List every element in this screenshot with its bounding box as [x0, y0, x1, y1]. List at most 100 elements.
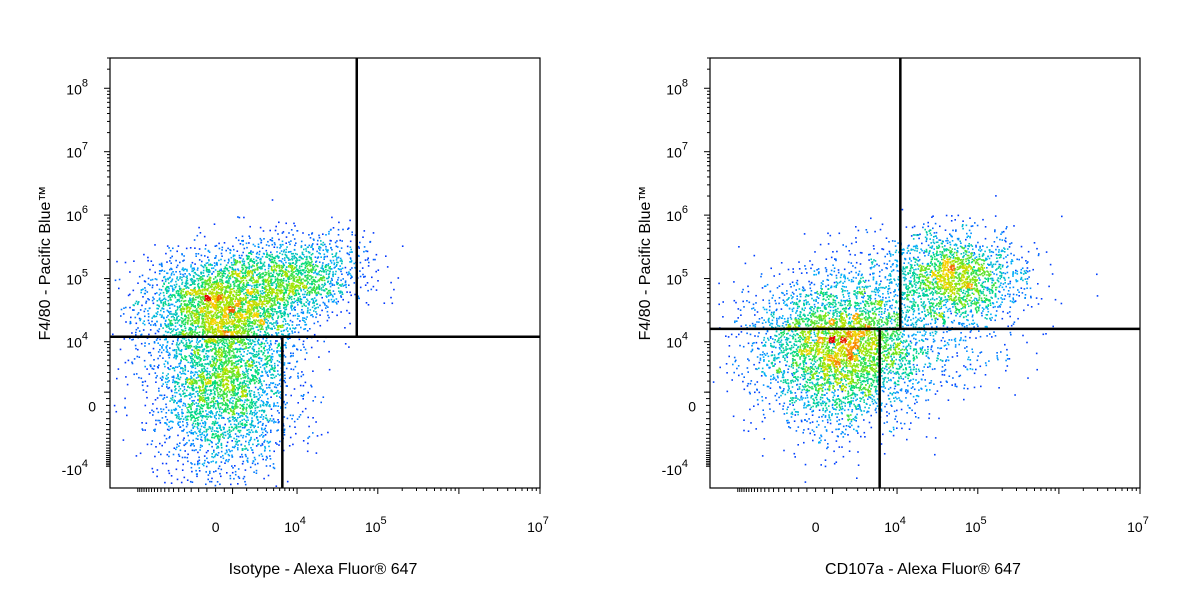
data-point-3107: [308, 293, 311, 295]
data-point-2702: [259, 226, 262, 229]
data-point-868: [327, 295, 330, 297]
data-point-2022: [217, 295, 219, 298]
data-point-2394: [268, 294, 270, 296]
data-point-2551: [215, 280, 218, 283]
data-point-4486: [227, 400, 229, 402]
data-point-1196: [271, 260, 273, 263]
data-point-812: [292, 314, 295, 317]
data-point-1519: [262, 252, 265, 255]
data-point-3678: [300, 263, 303, 265]
data-point-3209: [331, 216, 333, 219]
data-point-2418: [143, 253, 145, 256]
data-point-3739: [190, 466, 193, 469]
data-point-1393: [167, 362, 169, 365]
data-point-2327: [229, 283, 232, 286]
data-point-1889: [204, 288, 206, 290]
data-point-4258: [217, 395, 219, 398]
data-point-1887: [260, 299, 262, 302]
data-point-2892: [335, 265, 338, 267]
data-point-3306: [322, 268, 325, 270]
data-point-1462: [182, 323, 185, 325]
data-point-473: [191, 281, 193, 283]
data-point-2235: [193, 276, 195, 278]
data-point-284: [156, 300, 159, 302]
data-point-4553: [166, 383, 168, 386]
data-point-3350: [334, 255, 337, 257]
data-point-3984: [206, 418, 208, 420]
data-point-3966: [243, 373, 246, 376]
data-point-1993: [277, 332, 280, 334]
data-point-3543: [341, 291, 343, 294]
data-point-2044: [232, 280, 235, 283]
data-point-2611: [241, 277, 244, 279]
data-point-4828: [239, 420, 242, 423]
data-point-1435: [219, 315, 221, 318]
data-point-4051: [176, 415, 178, 417]
data-point-3758: [151, 409, 153, 412]
data-point-2437: [246, 319, 249, 321]
data-point-1186: [294, 309, 296, 311]
data-point-140: [306, 316, 308, 318]
data-point-2370: [176, 308, 179, 311]
data-point-4736: [226, 313, 228, 316]
data-point-3465: [272, 256, 275, 259]
data-point-3686: [310, 288, 313, 291]
data-point-2670: [359, 275, 362, 278]
data-point-1753: [259, 328, 261, 331]
data-point-3416: [309, 309, 312, 311]
data-point-3888: [212, 405, 214, 407]
data-point-1817: [198, 307, 201, 310]
data-point-1063: [309, 328, 311, 330]
data-point-3628: [289, 297, 292, 299]
data-point-4193: [218, 435, 220, 437]
data-point-3481: [327, 299, 330, 301]
data-point-2453: [224, 291, 227, 294]
data-point-2565: [262, 328, 264, 331]
data-point-4745: [254, 369, 257, 371]
data-point-3586: [320, 243, 322, 246]
data-point-1632: [249, 299, 251, 301]
data-point-3398: [253, 265, 255, 267]
data-point-630: [213, 287, 216, 290]
data-point-3423: [307, 307, 309, 309]
data-point-4630: [212, 389, 215, 391]
data-point-2664: [269, 255, 272, 258]
data-point-4502: [231, 387, 234, 390]
data-point-4669: [182, 402, 185, 405]
data-point-2064: [171, 279, 173, 282]
data-point-3163: [297, 281, 300, 284]
data-point-4546: [222, 454, 224, 457]
data-point-3024: [292, 252, 294, 255]
data-point-3176: [293, 222, 295, 225]
data-point-1501: [218, 284, 220, 287]
data-point-4877: [209, 371, 211, 373]
data-point-2508: [176, 277, 178, 280]
data-point-1949: [224, 270, 226, 272]
data-point-3080: [309, 257, 312, 259]
data-point-4731: [233, 386, 235, 389]
data-point-3375: [292, 271, 294, 273]
data-point-4519: [153, 314, 155, 317]
data-point-4211: [249, 346, 251, 348]
data-point-4256: [192, 439, 194, 442]
data-point-2172: [280, 275, 283, 277]
data-point-4074: [198, 292, 201, 295]
data-point-4565: [229, 398, 232, 400]
data-point-3411: [290, 306, 292, 308]
data-point-3055: [286, 274, 289, 277]
data-point-2880: [304, 274, 306, 277]
data-point-1681: [214, 322, 217, 325]
data-point-3320: [299, 301, 301, 303]
data-point-3072: [315, 260, 318, 263]
data-point-4995: [181, 408, 183, 411]
data-point-1687: [210, 283, 213, 286]
data-point-1496: [218, 303, 220, 306]
data-point-1593: [231, 331, 234, 334]
data-point-1254: [208, 296, 211, 299]
data-point-3677: [351, 276, 353, 278]
data-point-1425: [213, 313, 215, 316]
data-point-3384: [330, 246, 332, 249]
data-point-4200: [192, 362, 194, 365]
data-point-349: [191, 332, 193, 335]
data-point-2420: [200, 310, 202, 313]
